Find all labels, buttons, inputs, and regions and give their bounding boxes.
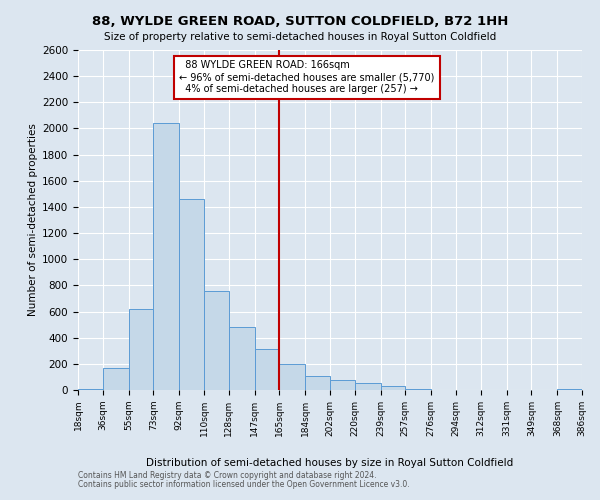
Text: Contains public sector information licensed under the Open Government Licence v3: Contains public sector information licen… <box>78 480 410 489</box>
Text: 88 WYLDE GREEN ROAD: 166sqm
← 96% of semi-detached houses are smaller (5,770)
  : 88 WYLDE GREEN ROAD: 166sqm ← 96% of sem… <box>179 60 435 94</box>
Bar <box>204 290 229 390</box>
Y-axis label: Number of semi-detached properties: Number of semi-detached properties <box>28 124 38 316</box>
Bar <box>154 123 179 390</box>
Bar <box>179 199 204 390</box>
Bar <box>305 376 330 390</box>
Bar <box>406 388 431 390</box>
Bar <box>78 388 103 390</box>
Bar <box>229 327 254 390</box>
Bar <box>355 383 380 390</box>
Text: 88, WYLDE GREEN ROAD, SUTTON COLDFIELD, B72 1HH: 88, WYLDE GREEN ROAD, SUTTON COLDFIELD, … <box>92 15 508 28</box>
Bar <box>254 350 280 390</box>
Bar <box>128 309 154 390</box>
Text: Contains HM Land Registry data © Crown copyright and database right 2024.: Contains HM Land Registry data © Crown c… <box>78 471 377 480</box>
Bar <box>330 380 355 390</box>
Bar <box>380 386 406 390</box>
Bar <box>103 368 128 390</box>
Bar <box>280 364 305 390</box>
Text: Size of property relative to semi-detached houses in Royal Sutton Coldfield: Size of property relative to semi-detach… <box>104 32 496 42</box>
Text: Distribution of semi-detached houses by size in Royal Sutton Coldfield: Distribution of semi-detached houses by … <box>146 458 514 468</box>
Bar <box>557 388 582 390</box>
